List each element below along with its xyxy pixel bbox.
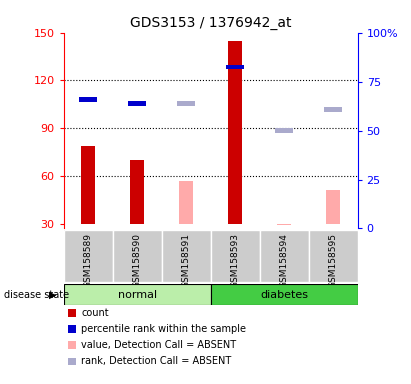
Bar (130, 160, 144, 224)
Bar (326, 190, 340, 224)
Bar (324, 107, 342, 111)
Bar (128, 101, 146, 106)
Bar (275, 127, 293, 132)
Text: diabetes: diabetes (260, 290, 308, 300)
Bar (162, 230, 211, 282)
Bar (179, 181, 193, 224)
Text: value, Detection Call = ABSENT: value, Detection Call = ABSENT (81, 340, 236, 350)
Bar (228, 41, 242, 224)
Text: disease state: disease state (4, 290, 69, 300)
Text: percentile rank within the sample: percentile rank within the sample (81, 324, 246, 334)
Text: count: count (81, 308, 109, 318)
Bar (64, 230, 113, 282)
Text: GSM158593: GSM158593 (231, 233, 240, 288)
Bar (79, 97, 97, 102)
Bar (81, 146, 95, 224)
Bar (226, 65, 245, 70)
Bar (211, 284, 358, 305)
Bar (64, 284, 210, 305)
Bar (211, 230, 260, 282)
Bar (277, 224, 291, 225)
Bar (177, 101, 196, 106)
Text: GSM158594: GSM158594 (279, 233, 289, 288)
Text: GSM158590: GSM158590 (133, 233, 142, 288)
Bar (260, 230, 309, 282)
Bar (309, 230, 358, 282)
Text: GSM158595: GSM158595 (328, 233, 337, 288)
Text: normal: normal (118, 290, 157, 300)
Text: ▶: ▶ (48, 290, 56, 300)
Title: GDS3153 / 1376942_at: GDS3153 / 1376942_at (130, 16, 291, 30)
Text: rank, Detection Call = ABSENT: rank, Detection Call = ABSENT (81, 356, 232, 366)
Bar (113, 230, 162, 282)
Text: GSM158589: GSM158589 (84, 233, 93, 288)
Text: GSM158591: GSM158591 (182, 233, 191, 288)
